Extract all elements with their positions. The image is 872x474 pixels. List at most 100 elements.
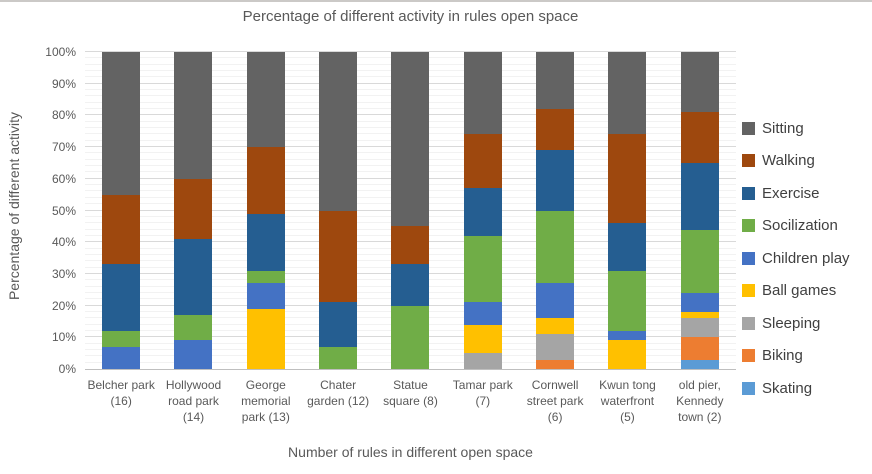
y-tick-label: 20% <box>51 298 76 313</box>
x-category-label: Hollywood road park (14) <box>165 378 222 424</box>
bar-segment <box>174 340 213 369</box>
stacked-bar <box>319 52 358 369</box>
y-tick-label: 70% <box>51 140 76 155</box>
bar-segment <box>246 308 285 369</box>
bar-segment <box>680 163 719 230</box>
legend-label: Sleeping <box>762 314 821 332</box>
legend-swatch-icon <box>742 349 755 363</box>
legend-label: Ball games <box>762 282 837 300</box>
legend-label: Exercise <box>762 184 820 202</box>
bar-segment <box>463 353 502 369</box>
bar-segment <box>536 283 575 319</box>
stacked-bar <box>463 52 502 369</box>
x-category-label: Tamar park (7) <box>452 378 513 408</box>
stacked-bar <box>102 52 141 369</box>
bar-segment <box>463 235 502 303</box>
bar-segment <box>391 226 430 265</box>
bar-segment <box>102 52 141 195</box>
bar-column <box>447 52 519 369</box>
legend-swatch-icon <box>742 121 755 135</box>
y-tick-label: 90% <box>51 76 76 91</box>
y-tick-label: 50% <box>51 203 76 218</box>
bar-segment <box>174 315 213 341</box>
bar-column <box>230 52 302 369</box>
bar-segment <box>608 134 647 224</box>
bar-segment <box>391 264 430 306</box>
bar-segment <box>102 330 141 347</box>
legend-label: Sitting <box>762 119 804 137</box>
x-category-label: George memorial park (13) <box>241 378 291 424</box>
bar-segment <box>536 109 575 151</box>
stacked-bar <box>391 52 430 369</box>
legend-label: Socilization <box>762 217 838 235</box>
y-tick-label: 0% <box>58 362 76 376</box>
bar-segment <box>536 210 575 284</box>
bar-column <box>664 52 736 369</box>
bar-segment <box>319 302 358 347</box>
bar-column <box>591 52 663 369</box>
bar-segment <box>391 305 430 369</box>
bar-column <box>302 52 374 369</box>
legend-label: Skating <box>762 379 813 397</box>
legend-item: Sitting <box>742 112 870 145</box>
bar-column <box>519 52 591 369</box>
x-category-label: Chater garden (12) <box>307 378 370 408</box>
legend-item: Skating <box>742 372 870 405</box>
legend-label: Children play <box>762 249 850 267</box>
bar-segment <box>463 52 502 135</box>
y-tick-label: 60% <box>51 171 76 186</box>
x-category-label: old pier, Kennedy town (2) <box>676 378 724 424</box>
bar-segment <box>680 292 719 312</box>
legend: Sitting Walking Exercise Socilization Childr… <box>742 112 870 405</box>
bar-segment <box>608 340 647 369</box>
y-tick-label: 40% <box>51 235 76 250</box>
y-tick-label: 10% <box>51 330 76 345</box>
bar-segment <box>102 346 141 369</box>
x-category-label: Belcher park (16) <box>87 378 155 408</box>
stacked-bar <box>680 52 719 369</box>
bar-segment <box>680 337 719 360</box>
bar-segment <box>246 213 285 271</box>
y-tick-label: 80% <box>51 108 76 123</box>
y-tick-label: 30% <box>51 266 76 281</box>
bar-segment <box>174 178 213 240</box>
bar-segment <box>319 52 358 211</box>
stacked-bar <box>174 52 213 369</box>
legend-item: Walking <box>742 145 870 178</box>
bar-segment <box>536 52 575 110</box>
bar-segment <box>246 283 285 309</box>
legend-item: Biking <box>742 340 870 373</box>
bar-segment <box>391 52 430 227</box>
bar-column <box>157 52 229 369</box>
legend-item: Exercise <box>742 177 870 210</box>
bar-segment <box>463 188 502 236</box>
bar-segment <box>536 359 575 369</box>
bar-series-container <box>85 52 736 369</box>
bar-segment <box>174 52 213 179</box>
y-axis-title: Percentage of different activity <box>6 111 22 301</box>
legend-swatch-icon <box>742 381 755 395</box>
bar-segment <box>463 324 502 354</box>
bar-segment <box>608 223 647 271</box>
legend-swatch-icon <box>742 219 755 233</box>
bar-segment <box>463 302 502 325</box>
legend-item: Ball games <box>742 275 870 308</box>
legend-swatch-icon <box>742 251 755 265</box>
stacked-bar <box>246 52 285 369</box>
legend-swatch-icon <box>742 186 755 200</box>
x-axis-category-labels: Belcher park (16) Hollywood road park (14… <box>85 377 736 425</box>
bar-segment <box>608 270 647 331</box>
bar-segment <box>680 52 719 113</box>
bar-segment <box>319 210 358 303</box>
x-category-label: Kwun tong waterfront (5) <box>599 378 656 424</box>
bar-segment <box>680 359 719 369</box>
legend-swatch-icon <box>742 316 755 330</box>
bar-segment <box>246 270 285 284</box>
bar-segment <box>174 239 213 316</box>
legend-item: Children play <box>742 242 870 275</box>
bar-column <box>374 52 446 369</box>
bar-segment <box>680 318 719 338</box>
bar-segment <box>102 194 141 265</box>
legend-label: Walking <box>762 152 815 170</box>
